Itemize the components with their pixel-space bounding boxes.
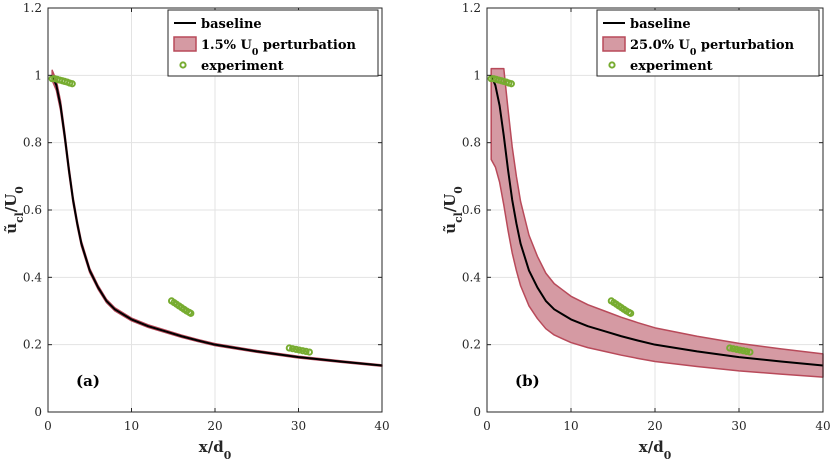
y-tick-label: 0: [473, 405, 481, 419]
legend-entry-band-sub: 0: [690, 47, 697, 58]
x-axis-label-sub: 0: [664, 449, 672, 459]
legend-entry-marker-part: experiment: [201, 59, 284, 74]
experiment-point: [739, 347, 747, 355]
baseline-line: [490, 74, 824, 367]
legend-entry-marker: experiment: [630, 59, 713, 74]
x-tick-label: 40: [374, 419, 389, 433]
experiment-point: [732, 345, 741, 353]
experiment-point: [289, 345, 297, 353]
x-axis-label: x/d0: [199, 438, 231, 459]
perturbation-band: [51, 69, 383, 367]
experiment-point: [302, 347, 310, 355]
y-axis-label-part: ũ: [2, 223, 20, 234]
y-axis-label-part: /U: [441, 194, 459, 213]
chart-panel-a: 0 10 20 30 4000.20.40.60.811.2x/d0ũcl/U0(a)b…: [2, 1, 390, 459]
y-tick-label: 0.6: [462, 203, 481, 217]
y-axis-label-part: 0: [452, 186, 465, 194]
x-tick-label: 20: [207, 419, 222, 433]
x-axis-label-part: x/d: [639, 438, 664, 456]
legend-entry-band-part: perturbation: [696, 38, 794, 53]
legend-band-swatch: [602, 36, 626, 52]
y-tick-label: 1.2: [462, 1, 481, 15]
y-axis-label-part: 0: [13, 186, 26, 194]
legend-entry-line: baseline: [201, 17, 262, 32]
panel-label: (a): [76, 372, 100, 390]
y-tick-label: 0.2: [23, 338, 42, 352]
experiment-point: [292, 345, 300, 353]
x-tick-label: 10: [124, 419, 139, 433]
y-tick-label: 1.2: [23, 1, 42, 15]
x-tick-label: 0: [483, 419, 491, 433]
legend-entry-marker: experiment: [201, 59, 284, 74]
y-tick-label: 0.8: [462, 136, 481, 150]
x-tick-label: 30: [731, 419, 746, 433]
experiment-point: [299, 347, 307, 355]
y-axis-label-part: cl: [452, 212, 465, 223]
experiment-point: [736, 346, 744, 354]
legend-entry-line-part: baseline: [201, 17, 262, 32]
y-tick-label: 0.2: [462, 338, 481, 352]
experiment-point: [507, 80, 515, 88]
x-axis-label: x/d0: [639, 438, 671, 459]
experiment-point: [627, 309, 635, 317]
legend-marker-swatch: [608, 61, 616, 69]
y-tick-label: 0.8: [23, 136, 42, 150]
x-tick-label: 20: [647, 419, 662, 433]
legend-marker-swatch: [179, 61, 187, 69]
legend-box: [596, 9, 820, 77]
baseline-line: [51, 74, 383, 367]
y-tick-label: 1: [473, 68, 481, 82]
y-axis-label: ũcl/U0: [441, 186, 465, 234]
experiment-point: [742, 347, 751, 355]
y-axis-label: ũcl/U0: [2, 186, 26, 234]
legend-entry-marker-part: experiment: [630, 59, 713, 74]
y-tick-label: 0: [34, 405, 42, 419]
x-axis-label-sub: 0: [224, 449, 232, 459]
y-tick-label: 0.4: [462, 270, 481, 284]
legend-band-swatch: [173, 36, 197, 52]
y-tick-label: 0.6: [23, 203, 42, 217]
x-tick-label: 40: [815, 419, 830, 433]
legend-entry-band-part: 25.0% U: [630, 38, 691, 53]
y-tick-label: 0.4: [23, 270, 42, 284]
experiment-point: [305, 348, 313, 356]
legend-entry-band: 25.0% U0 perturbation: [630, 38, 795, 58]
legend-entry-band-part: 1.5% U: [201, 38, 252, 53]
chart-panel-b: 0 10 20 30 4000.20.40.60.811.2x/d0ũcl/U0(b)b…: [441, 1, 830, 459]
perturbation-band: [490, 67, 824, 378]
panel-label: (b): [515, 372, 540, 390]
y-tick-label: 1: [34, 68, 42, 82]
legend-box: [167, 9, 379, 77]
y-axis-label-part: ũ: [441, 223, 459, 234]
legend-entry-line-part: baseline: [630, 17, 691, 32]
x-tick-label: 10: [563, 419, 578, 433]
experiment-point: [187, 309, 195, 317]
legend-entry-band-sub: 0: [252, 47, 259, 58]
x-tick-label: 30: [291, 419, 306, 433]
experiment-point: [746, 348, 754, 356]
y-axis-label-part: /U: [2, 194, 20, 213]
legend-entry-band-part: perturbation: [258, 38, 356, 53]
y-axis-label-part: cl: [13, 212, 26, 223]
experiment-point: [68, 80, 76, 88]
x-tick-label: 0: [44, 419, 52, 433]
x-axis-label-part: x/d: [199, 438, 224, 456]
experiment-point: [285, 344, 293, 352]
experiment-point: [295, 346, 303, 354]
legend-entry-band: 1.5% U0 perturbation: [201, 38, 357, 58]
legend-entry-line: baseline: [630, 17, 691, 32]
experiment-point: [726, 344, 734, 352]
experiment-point: [729, 345, 737, 353]
